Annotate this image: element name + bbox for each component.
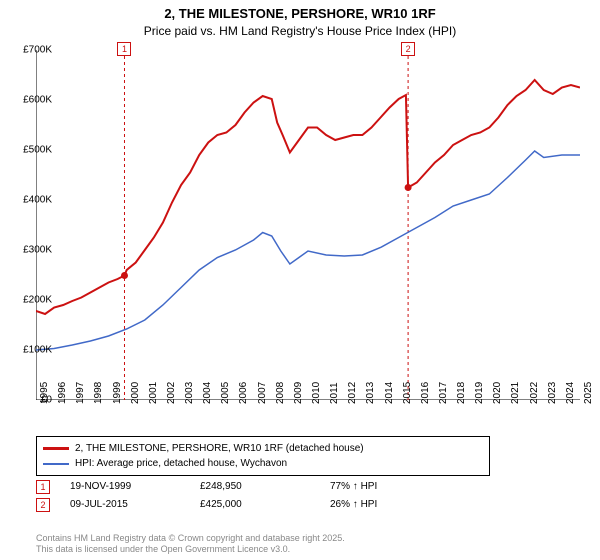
attrib-line2: This data is licensed under the Open Gov… [36,544,290,554]
legend: 2, THE MILESTONE, PERSHORE, WR10 1RF (de… [36,436,490,476]
legend-row: HPI: Average price, detached house, Wych… [43,456,483,471]
title-line2: Price paid vs. HM Land Registry's House … [144,24,456,38]
legend-swatch [43,463,69,465]
sale-price: £425,000 [200,496,330,514]
sale-delta: 26% ↑ HPI [330,496,460,514]
sale-row: 1 19-NOV-1999 £248,950 77% ↑ HPI [36,478,460,496]
sale-date: 09-JUL-2015 [70,496,200,514]
chart-area [36,50,580,400]
sale-price: £248,950 [200,478,330,496]
sale-markers-table: 1 19-NOV-1999 £248,950 77% ↑ HPI 2 09-JU… [36,478,460,514]
chart-svg [36,50,580,400]
title-line1: 2, THE MILESTONE, PERSHORE, WR10 1RF [164,6,435,21]
sale-row: 2 09-JUL-2015 £425,000 26% ↑ HPI [36,496,460,514]
legend-swatch [43,447,69,450]
attrib-line1: Contains HM Land Registry data © Crown c… [36,533,345,543]
sale-delta: 77% ↑ HPI [330,478,460,496]
legend-row: 2, THE MILESTONE, PERSHORE, WR10 1RF (de… [43,441,483,456]
chart-title: 2, THE MILESTONE, PERSHORE, WR10 1RF Pri… [0,0,600,46]
sale-flag-icon: 1 [36,480,50,494]
legend-label: HPI: Average price, detached house, Wych… [75,456,287,471]
legend-label: 2, THE MILESTONE, PERSHORE, WR10 1RF (de… [75,441,364,456]
sale-date: 19-NOV-1999 [70,478,200,496]
sale-flag-icon: 2 [36,498,50,512]
attribution: Contains HM Land Registry data © Crown c… [36,533,345,556]
